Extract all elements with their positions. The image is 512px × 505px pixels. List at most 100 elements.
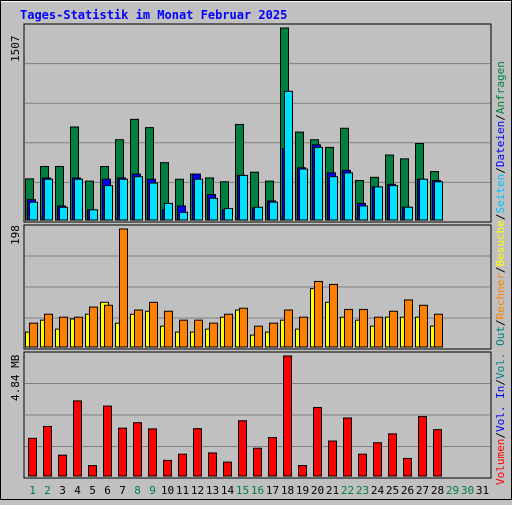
- bar-volumen: [163, 459, 172, 477]
- bar-rechner: [164, 310, 173, 348]
- x-tick-label: 23: [356, 484, 369, 497]
- bar-volumen: [328, 440, 337, 477]
- bar-volumen: [238, 420, 247, 477]
- x-tick-label: 26: [401, 484, 414, 497]
- x-tick-label: 25: [386, 484, 399, 497]
- bar-rechner: [434, 313, 443, 348]
- panel-bottom: [23, 351, 492, 479]
- bar-volumen: [418, 415, 427, 477]
- x-tick-label: 27: [416, 484, 429, 497]
- bar-rechner: [119, 228, 128, 348]
- x-tick-label: 16: [251, 484, 264, 497]
- bar-seiten: [284, 90, 293, 221]
- x-tick-label: 18: [281, 484, 294, 497]
- bar-rechner: [224, 313, 233, 348]
- legend-item: Anfragen: [494, 61, 507, 114]
- x-tick-label: 4: [74, 484, 81, 497]
- bar-volumen: [43, 425, 52, 477]
- bar-seiten: [299, 168, 308, 221]
- legend-item: Dateien: [494, 121, 507, 167]
- bar-seiten: [434, 181, 443, 221]
- bar-volumen: [133, 422, 142, 477]
- bar-rechner: [254, 325, 263, 348]
- bar-rechner: [29, 322, 38, 348]
- bar-rechner: [239, 307, 248, 348]
- bar-seiten: [344, 172, 353, 221]
- bar-rechner: [44, 313, 53, 348]
- bar-seiten: [404, 206, 413, 221]
- bar-rechner: [194, 319, 203, 348]
- x-tick-label: 24: [371, 484, 385, 497]
- bar-rechner: [104, 304, 113, 348]
- bar-rechner: [284, 309, 293, 348]
- legend-item: Seiten: [494, 174, 507, 214]
- bar-rechner: [89, 306, 98, 348]
- x-tick-label: 28: [431, 484, 444, 497]
- bar-volumen: [88, 465, 97, 477]
- bar-volumen: [193, 428, 202, 477]
- legend-item: Volumen: [494, 439, 507, 485]
- bar-volumen: [403, 457, 412, 477]
- bar-seiten: [89, 209, 98, 221]
- x-tick-label: 30: [461, 484, 474, 497]
- x-tick-label: 21: [326, 484, 339, 497]
- bar-seiten: [239, 174, 248, 221]
- bar-volumen: [433, 429, 442, 477]
- x-tick-label: 31: [476, 484, 489, 497]
- bar-rechner: [269, 322, 278, 348]
- x-tick-label: 1: [29, 484, 36, 497]
- x-tick-label: 19: [296, 484, 309, 497]
- bar-rechner: [404, 299, 413, 348]
- bar-volumen: [58, 454, 67, 477]
- scale-label-top: 1507: [9, 36, 22, 63]
- x-tick-label: 22: [341, 484, 354, 497]
- legend-separator: /: [494, 266, 507, 273]
- bar-volumen: [283, 355, 292, 477]
- x-axis-labels: 1 2 3 4 5 6 7 8 9 10 11 12 13 14 15 16 17 18 19 20 21 22 23 24 2…: [29, 484, 489, 497]
- bar-volumen: [118, 427, 127, 477]
- legend-separator: /: [494, 379, 507, 386]
- bar-rechner: [374, 316, 383, 348]
- bar-volumen: [253, 447, 262, 477]
- bar-seiten: [179, 211, 188, 221]
- x-tick-label: 2: [44, 484, 51, 497]
- x-tick-label: 6: [104, 484, 111, 497]
- legend-separator: /: [494, 432, 507, 439]
- chart-title: Tages-Statistik im Monat Februar 2025: [20, 8, 287, 22]
- bar-volumen: [73, 400, 82, 477]
- bar-seiten: [74, 178, 83, 221]
- x-tick-label: 7: [119, 484, 126, 497]
- x-tick-label: 17: [266, 484, 279, 497]
- bar-rechner: [344, 308, 353, 348]
- x-tick-label: 14: [221, 484, 235, 497]
- bar-volumen: [103, 405, 112, 477]
- bar-rechner: [74, 316, 83, 348]
- bar-volumen: [208, 452, 217, 477]
- x-tick-label: 15: [236, 484, 249, 497]
- legend-item: Rechner: [494, 273, 507, 320]
- bar-volumen: [178, 453, 187, 477]
- x-tick-label: 9: [149, 484, 156, 497]
- bar-rechner: [209, 322, 218, 348]
- bar-seiten: [29, 201, 38, 221]
- bar-volumen: [28, 437, 37, 477]
- bar-rechner: [314, 280, 323, 348]
- x-tick-label: 20: [311, 484, 324, 497]
- bar-volumen: [388, 433, 397, 477]
- bar-volumen: [223, 461, 232, 477]
- bar-seiten: [194, 178, 203, 221]
- bar-seiten: [164, 202, 173, 221]
- bar-seiten: [44, 178, 53, 221]
- bar-seiten: [224, 208, 233, 221]
- x-tick-label: 11: [176, 484, 189, 497]
- bar-rechner: [134, 309, 143, 348]
- legend-separator: /: [494, 167, 507, 174]
- side-legend: Volumen/Vol. In/Vol. Out/Rechner/Besuche…: [494, 61, 507, 485]
- x-tick-label: 3: [59, 484, 66, 497]
- bar-seiten: [149, 182, 158, 221]
- bar-seiten: [419, 178, 428, 221]
- bar-volumen: [358, 453, 367, 477]
- bar-volumen: [298, 465, 307, 477]
- legend-item: Besuche: [494, 220, 507, 266]
- panel-middle: [23, 224, 492, 350]
